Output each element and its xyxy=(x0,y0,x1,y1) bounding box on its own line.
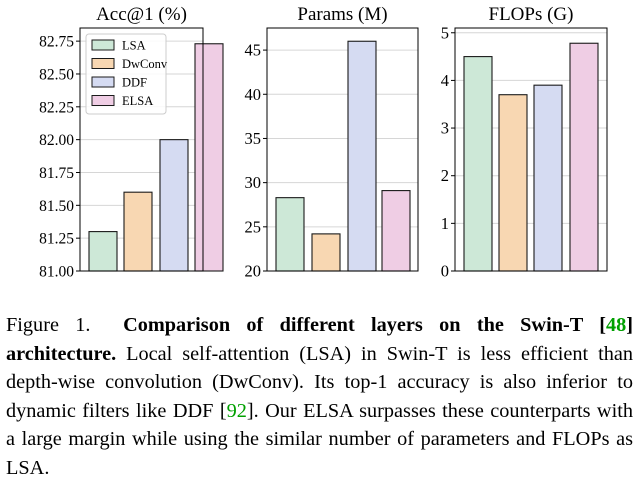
y-tick-label: 2 xyxy=(441,166,449,185)
caption-label: Figure 1. xyxy=(6,314,91,336)
bar-dwconv xyxy=(498,94,528,272)
caption-text-2: ]. Our ELSA surpasses these counterparts… xyxy=(6,399,633,479)
bar-ddf xyxy=(347,40,377,272)
y-tick-label: 81.00 xyxy=(39,264,74,281)
plot-frame xyxy=(454,27,608,272)
y-tick-label: 25 xyxy=(245,217,262,236)
bar-elsa xyxy=(569,42,599,272)
legend-box xyxy=(85,33,167,115)
legend-swatch-elsa xyxy=(91,95,115,106)
legend-swatch-lsa xyxy=(91,39,115,51)
bar-dwconv xyxy=(123,191,153,272)
bar-elsa xyxy=(194,43,224,272)
chart-title: Acc@1 (%) xyxy=(96,4,187,25)
bar-elsa xyxy=(381,190,411,272)
bar-ddf xyxy=(159,139,189,272)
y-tick-label: 82.50 xyxy=(39,66,74,83)
y-tick-label: 82.00 xyxy=(39,132,74,149)
caption-bold-end: ] architecture. xyxy=(6,314,634,365)
caption-text-1: Local self-attention (LSA) in Swin-T is … xyxy=(6,342,633,422)
bar-lsa xyxy=(463,56,493,272)
chart-title: Params (M) xyxy=(297,4,387,25)
legend-swatch-ddf xyxy=(91,76,115,88)
chart-title: FLOPs (G) xyxy=(489,4,574,25)
bar-dwconv xyxy=(311,233,341,272)
y-tick-label: 3 xyxy=(441,119,449,138)
y-tick-label: 1 xyxy=(441,214,449,233)
caption-ref-92[interactable]: 92 xyxy=(226,399,247,422)
y-tick-label: 81.50 xyxy=(39,198,74,215)
caption-bold-text: Comparison of different layers on the Sw… xyxy=(123,314,606,336)
bar-lsa xyxy=(275,197,305,272)
y-tick-label: 82.25 xyxy=(39,99,74,116)
caption-bold-title: Comparison of different layers on the Sw… xyxy=(6,314,633,365)
legend-label-dwconv: DwConv xyxy=(122,57,168,71)
figure-charts: 81.00 81.25 81.50 81.75 82.00 82.25 82.50 82.75… xyxy=(39,4,608,281)
y-tick-label: 45 xyxy=(245,41,262,60)
y-tick-label: 5 xyxy=(441,23,449,42)
y-tick-label: 81.25 xyxy=(39,231,74,248)
y-tick-label: 82.75 xyxy=(39,34,74,51)
bar-ddf xyxy=(533,84,563,272)
legend-label-ddf: DDF xyxy=(122,76,147,90)
y-tick-label: 30 xyxy=(245,173,262,192)
y-tick-label: 35 xyxy=(245,129,262,148)
y-tick-label: 40 xyxy=(245,85,262,104)
legend-label-lsa: LSA xyxy=(122,39,146,53)
y-tick-label: 0 xyxy=(441,262,449,281)
legend-label-elsa: ELSA xyxy=(122,94,153,108)
plot-frame xyxy=(79,27,204,272)
figure-caption: Figure 1. Comparison of different layers… xyxy=(6,311,633,483)
caption-ref-48[interactable]: 48 xyxy=(605,314,627,336)
y-tick-label: 81.75 xyxy=(39,165,74,182)
y-tick-label: 4 xyxy=(441,71,449,90)
bar-lsa xyxy=(88,231,118,272)
y-tick-label: 20 xyxy=(245,262,262,281)
plot-frame xyxy=(266,27,419,272)
legend-swatch-dwconv xyxy=(91,58,115,69)
